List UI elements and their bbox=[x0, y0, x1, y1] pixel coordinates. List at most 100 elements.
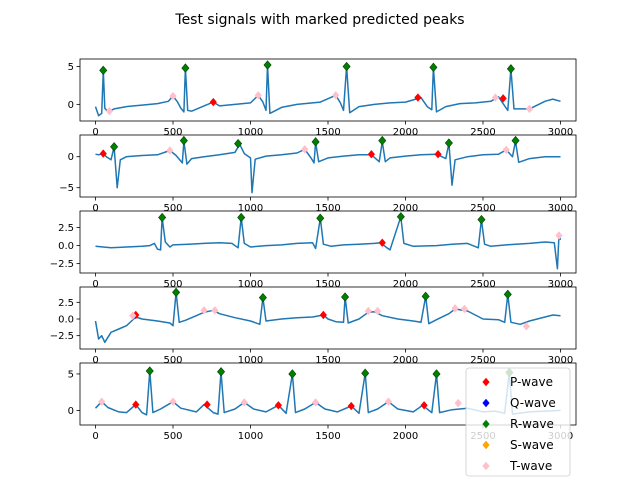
x-tick: 2000 bbox=[393, 121, 418, 138]
x-tick-label: 3000 bbox=[548, 127, 573, 138]
y-tick-label: 0.0 bbox=[58, 241, 74, 252]
t-wave-marker bbox=[374, 306, 382, 316]
x-tick: 3000 bbox=[548, 197, 573, 214]
t-wave-marker bbox=[254, 91, 262, 100]
t-wave-marker bbox=[166, 146, 174, 155]
x-tick-label: 0 bbox=[92, 279, 98, 290]
x-tick: 2500 bbox=[470, 197, 496, 214]
legend-entry: S-wave bbox=[510, 438, 554, 452]
x-tick-label: 500 bbox=[163, 279, 182, 290]
r-wave-marker bbox=[158, 212, 167, 223]
y-tick: 0 bbox=[68, 100, 80, 111]
r-wave-marker bbox=[511, 135, 520, 146]
r-wave-marker bbox=[288, 369, 297, 379]
x-tick: 1500 bbox=[315, 273, 341, 290]
t-wave-marker bbox=[502, 145, 510, 155]
t-wave-marker bbox=[451, 304, 459, 313]
p-wave-marker bbox=[434, 150, 442, 159]
x-tick-label: 1000 bbox=[238, 127, 263, 138]
x-tick-label: 3000 bbox=[548, 279, 573, 290]
p-wave-marker bbox=[99, 149, 107, 158]
x-tick: 1000 bbox=[238, 197, 263, 214]
t-wave-marker bbox=[454, 398, 462, 408]
x-tick: 2000 bbox=[393, 349, 418, 366]
subplot-3: 0 500 1000 1500 2000 2500 3000 −2.5 0.0 2.5 bbox=[50, 210, 577, 290]
r-wave-marker bbox=[316, 213, 325, 223]
r-wave-marker bbox=[477, 214, 486, 225]
x-tick: 1500 bbox=[315, 197, 341, 214]
x-tick-label: 1500 bbox=[315, 355, 340, 366]
r-wave-marker bbox=[506, 64, 515, 74]
x-tick: 0 bbox=[92, 121, 99, 138]
t-wave-marker bbox=[364, 306, 372, 316]
x-tick: 2500 bbox=[470, 121, 496, 138]
t-wave-marker bbox=[169, 397, 177, 406]
r-wave-marker bbox=[263, 60, 272, 70]
t-wave-marker bbox=[169, 91, 177, 101]
x-tick: 2500 bbox=[470, 349, 496, 366]
r-wave-marker bbox=[421, 291, 430, 301]
x-tick: 1500 bbox=[315, 425, 341, 442]
r-wave-marker bbox=[503, 289, 512, 299]
x-tick-label: 2000 bbox=[393, 355, 418, 366]
t-wave-marker bbox=[105, 106, 114, 116]
p-wave-marker bbox=[347, 401, 355, 411]
x-tick-label: 500 bbox=[163, 127, 182, 138]
legend-entry: Q-wave bbox=[510, 396, 556, 410]
t-wave-marker bbox=[211, 306, 219, 315]
axes-frame bbox=[79, 134, 577, 198]
x-tick-label: 3000 bbox=[548, 355, 573, 366]
y-tick: 5 bbox=[68, 369, 80, 380]
y-tick: 0 bbox=[68, 406, 80, 417]
signal-line bbox=[94, 291, 561, 344]
legend-entry: R-wave bbox=[510, 417, 554, 431]
r-wave-marker bbox=[429, 62, 438, 72]
x-tick: 0 bbox=[92, 349, 99, 366]
x-tick-label: 0 bbox=[92, 127, 98, 138]
legend-entry: T-wave bbox=[509, 459, 552, 473]
x-tick: 0 bbox=[92, 273, 99, 290]
x-tick-label: 0 bbox=[92, 431, 98, 442]
subplot-2: 0 500 1000 1500 2000 2500 3000 −5 0 bbox=[59, 134, 577, 214]
x-tick-label: 2000 bbox=[393, 279, 418, 290]
r-wave-marker bbox=[217, 367, 226, 377]
x-tick: 1500 bbox=[315, 121, 341, 138]
p-wave-marker bbox=[414, 93, 422, 102]
t-wave-marker bbox=[301, 145, 309, 154]
x-tick-label: 1000 bbox=[238, 431, 263, 442]
t-wave-marker bbox=[200, 306, 208, 315]
y-tick: 2.5 bbox=[58, 298, 80, 309]
subplot-4: 0 500 1000 1500 2000 2500 3000 −2.5 0.0 2.5 bbox=[50, 286, 577, 366]
x-tick-label: 1000 bbox=[238, 355, 263, 366]
r-wave-marker bbox=[181, 63, 190, 73]
x-tick: 1000 bbox=[238, 121, 263, 138]
t-wave-marker bbox=[522, 322, 530, 331]
p-wave-marker bbox=[274, 401, 282, 410]
axes-frame bbox=[79, 58, 577, 122]
x-tick: 3000 bbox=[548, 349, 573, 366]
r-wave-marker bbox=[432, 369, 441, 379]
x-tick-label: 1000 bbox=[238, 279, 263, 290]
x-tick: 0 bbox=[92, 425, 99, 442]
x-tick-label: 500 bbox=[163, 431, 182, 442]
x-tick: 0 bbox=[92, 197, 99, 214]
y-tick: −2.5 bbox=[50, 331, 80, 342]
t-wave-marker bbox=[129, 311, 137, 320]
t-wave-marker bbox=[98, 397, 106, 406]
t-wave-marker bbox=[332, 91, 340, 100]
t-wave-marker bbox=[525, 104, 534, 114]
p-wave-marker bbox=[420, 401, 428, 410]
signal-line bbox=[94, 64, 561, 117]
x-tick: 1000 bbox=[238, 273, 263, 290]
y-tick-label: −2.5 bbox=[50, 331, 74, 342]
y-tick-label: 0 bbox=[68, 100, 74, 111]
x-tick-label: 1500 bbox=[315, 203, 340, 214]
y-tick: 2.5 bbox=[58, 223, 80, 234]
r-wave-marker bbox=[172, 287, 181, 297]
t-wave-marker bbox=[312, 398, 320, 407]
x-tick: 500 bbox=[163, 197, 183, 214]
subplot-1: 0 500 1000 1500 2000 2500 3000 0 5 bbox=[68, 58, 577, 138]
x-tick-label: 1500 bbox=[315, 279, 340, 290]
legend-marker bbox=[482, 419, 490, 429]
x-tick-label: 2000 bbox=[393, 203, 418, 214]
